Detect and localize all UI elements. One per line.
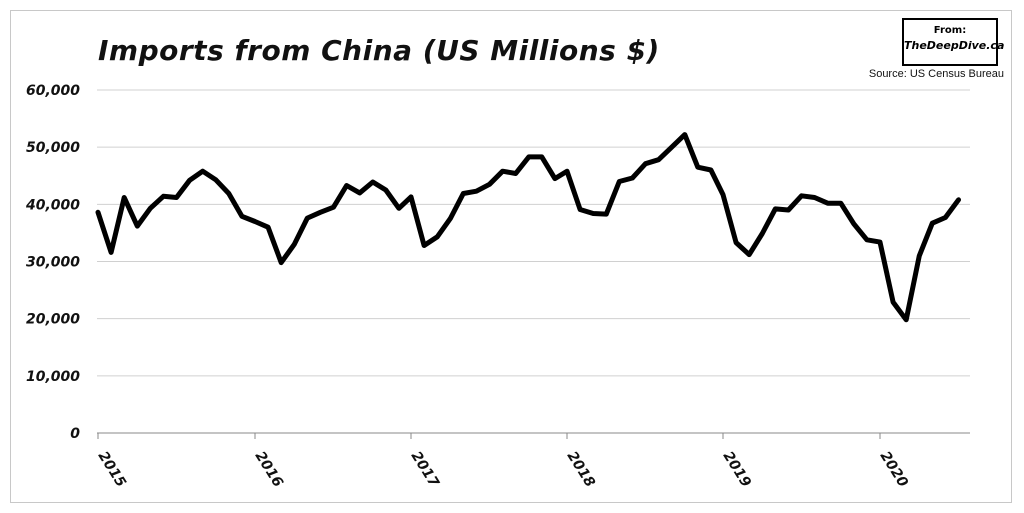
series-lines [95, 132, 961, 323]
x-tick-label: 2019 [720, 449, 754, 491]
badge-from-label: From: [933, 25, 967, 36]
y-tick-label: 40,000 [25, 197, 80, 213]
y-axis-ticks: 0 10,000 20,000 30,000 40,000 50,000 60,000 [25, 83, 80, 442]
y-tick-label: 30,000 [26, 255, 80, 271]
x-tick-label: 2018 [564, 449, 598, 491]
x-axis-ticks: 2015 2016 2017 2018 2019 2020 [95, 433, 911, 490]
x-tick-label: 2020 [877, 449, 911, 491]
y-tick-label: 50,000 [26, 140, 80, 156]
source-note: Source: US Census Bureau [868, 68, 1004, 80]
y-tick-label: 10,000 [26, 369, 80, 385]
x-tick-label: 2015 [95, 449, 129, 491]
series-line [95, 132, 961, 323]
y-tick-label: 20,000 [26, 312, 80, 328]
source-badge: From: TheDeepDive.ca [902, 18, 1005, 66]
chart-title: Imports from China (US Millions $) [98, 34, 660, 67]
badge-site-label: TheDeepDive.ca [904, 39, 1005, 52]
x-tick-label: 2016 [252, 449, 286, 491]
y-tick-label: 60,000 [26, 83, 80, 99]
chart-frame [10, 10, 1012, 503]
x-tick-label: 2017 [408, 449, 442, 491]
y-tick-label: 0 [70, 426, 80, 442]
gridlines [97, 89, 970, 434]
